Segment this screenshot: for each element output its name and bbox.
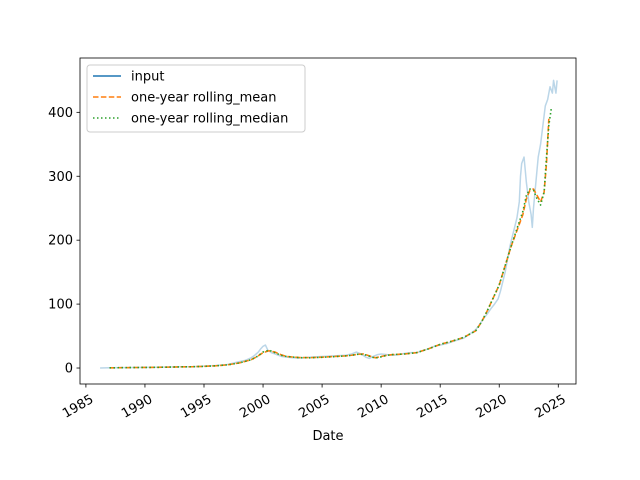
- legend-box: [86, 64, 306, 133]
- y-tick-label: 100: [48, 298, 73, 313]
- legend: input one-year rolling_mean one-year rolli…: [86, 64, 306, 133]
- y-tick-label: 200: [48, 234, 73, 249]
- y-tick-label: 0: [65, 362, 73, 377]
- x-axis-label: Date: [312, 429, 343, 444]
- legend-label: one-year rolling_median: [131, 112, 288, 127]
- series-layer: [100, 79, 558, 369]
- plot-frame: [79, 57, 577, 385]
- legend-label: one-year rolling_mean: [131, 91, 277, 106]
- y-tick-label: 300: [48, 170, 73, 185]
- legend-label: input: [131, 70, 164, 85]
- plot-area: [79, 57, 577, 385]
- y-tick-label: 400: [48, 106, 73, 121]
- y-axis: 0 100 200 300 400: [48, 106, 80, 377]
- series-line-one-year-rolling-median: [109, 109, 552, 369]
